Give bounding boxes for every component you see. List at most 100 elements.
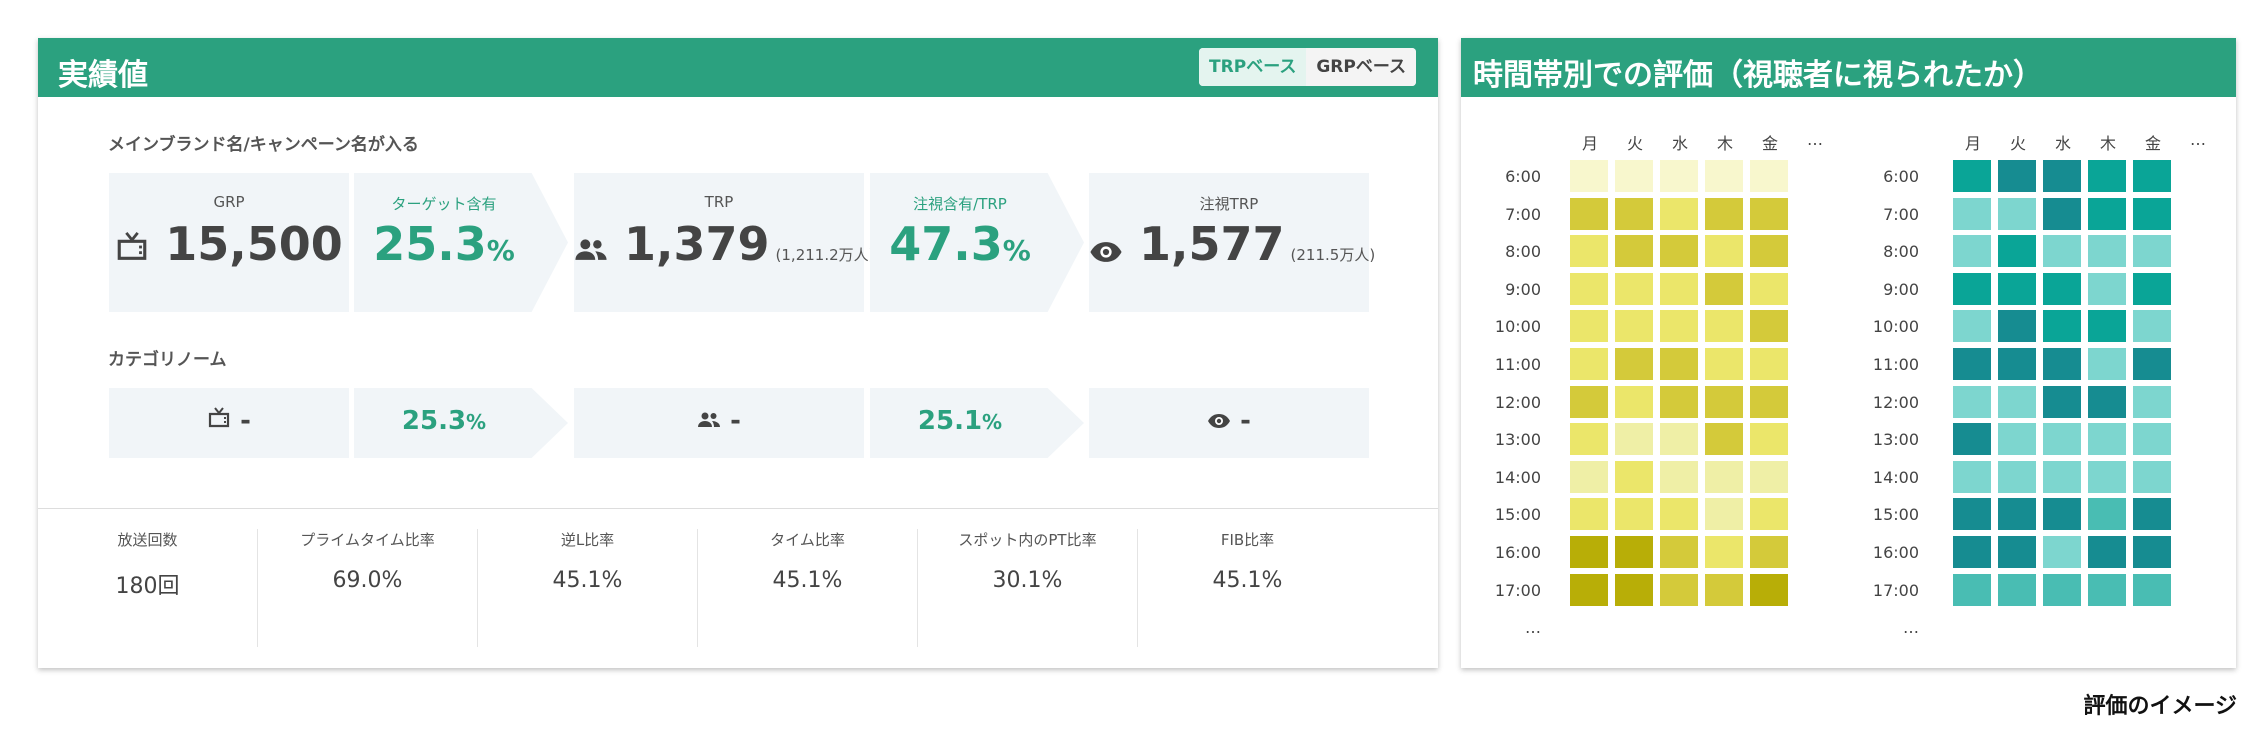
heatmap-cell	[1998, 310, 2036, 343]
stat-value: 180回	[115, 574, 180, 599]
heatmap-cell	[1750, 423, 1788, 456]
stat-label: 逆L比率	[560, 531, 615, 549]
heatmap-cell	[2133, 460, 2171, 493]
stat-label: タイム比率	[770, 531, 845, 549]
heatmap-cell	[1615, 460, 1653, 493]
watch-ratio-value: 47.3	[889, 217, 1003, 271]
heatmap-cell	[2088, 460, 2126, 493]
stat-broadcast-count: 放送回数 180回	[38, 529, 258, 647]
heatmap-cell	[1750, 460, 1788, 493]
heatmap-cell	[1705, 348, 1743, 380]
watch-trp-label: 注視TRP	[1199, 195, 1259, 213]
heatmap-cell	[2133, 272, 2171, 305]
time-label: 10:00	[1494, 317, 1541, 337]
time-label: 16:00	[1872, 543, 1919, 562]
performance-panel: 実績値 TRPベース GRPベース メインブランド名/キャンペーン名が入る GR…	[38, 38, 1438, 668]
heatmap-cell	[1615, 235, 1653, 268]
heatmap-cell	[1998, 536, 2036, 568]
heatmap-cell	[2088, 310, 2126, 343]
heatmap-cell	[1750, 348, 1788, 380]
watch-trp-sub: (211.5万人)	[1290, 246, 1376, 264]
time-label: 8:00	[1883, 242, 1919, 262]
heatmap-cell	[2133, 498, 2171, 531]
heatmap-cell	[1953, 235, 1991, 268]
norm-watch-ratio-unit: %	[982, 410, 1003, 434]
heatmap-cell	[2043, 460, 2081, 493]
heatmap-cell	[2133, 423, 2171, 456]
heatmap-cell	[1615, 423, 1653, 456]
time-label: 16:00	[1494, 543, 1541, 562]
day-header: 木	[2100, 134, 2117, 153]
heatmap-cell	[2088, 197, 2126, 230]
trp-value: 1,379	[624, 217, 770, 271]
heatmap-cell	[1615, 348, 1653, 380]
heatmap-cell	[2043, 385, 2081, 418]
time-label: 7:00	[1883, 204, 1919, 224]
heatmap-cell	[1705, 385, 1743, 418]
heatmap-cell	[2043, 423, 2081, 456]
target-ratio-label: ターゲット含有	[391, 195, 497, 213]
heatmap-cell	[1615, 160, 1653, 192]
trp-base-button[interactable]: TRPベース	[1199, 48, 1307, 86]
trp-sub: (1,211.2万人)	[775, 246, 875, 264]
time-label: 7:00	[1505, 204, 1541, 224]
day-header: 木	[1717, 134, 1734, 153]
stat-value: 45.1%	[552, 568, 623, 593]
heatmap-cell	[1705, 498, 1743, 531]
heatmap-cell	[1750, 235, 1788, 268]
heatmap-cell	[1705, 197, 1743, 230]
heatmap-cell	[2043, 197, 2081, 230]
norm-target-ratio-value: 25.3	[401, 406, 467, 436]
heatmap-cell	[2088, 573, 2126, 606]
heatmap-cell	[1570, 536, 1608, 568]
stat-spot-pt-ratio: スポット内のPT比率 30.1%	[918, 529, 1138, 647]
time-label: 9:00	[1505, 279, 1541, 299]
heatmap-cell	[2133, 348, 2171, 380]
day-header: 月	[1965, 134, 1982, 153]
heatmap-cell	[1750, 310, 1788, 343]
tv-icon	[115, 221, 149, 275]
heatmap-cell	[2088, 160, 2126, 192]
day-header: …	[2190, 130, 2206, 149]
stat-label: FIB比率	[1220, 531, 1275, 549]
heatmap-cell	[1615, 310, 1653, 343]
heatmap-cell	[2043, 573, 2081, 606]
stat-label: スポット内のPT比率	[958, 531, 1097, 549]
heatmap-cell	[1953, 197, 1991, 230]
time-label: 6:00	[1505, 167, 1541, 186]
heatmap-cell	[2043, 310, 2081, 343]
watch-ratio-label: 注視含有/TRP	[913, 195, 1007, 213]
heatmap-cell	[1953, 160, 1991, 192]
grp-base-button[interactable]: GRPベース	[1306, 48, 1416, 86]
heatmap-cell	[1570, 310, 1608, 343]
heatmap-cell	[1660, 197, 1698, 230]
heatmap-cell	[2133, 310, 2171, 343]
evaluation-title: 時間帯別での評価（視聴者に視られたか）	[1473, 58, 2043, 93]
heatmap-cell	[1570, 423, 1608, 456]
time-label: 9:00	[1883, 279, 1919, 299]
performance-header: 実績値 TRPベース GRPベース	[38, 38, 1438, 97]
norm-trp-card: -	[574, 388, 864, 458]
heatmap-cell	[2133, 160, 2171, 192]
heatmap-cell	[2133, 235, 2171, 268]
heatmap-cell	[1705, 460, 1743, 493]
evaluation-header: 時間帯別での評価（視聴者に視られたか）	[1461, 38, 2236, 97]
heatmap-cell	[1998, 498, 2036, 531]
stat-prime-time-ratio: プライムタイム比率 69.0%	[258, 529, 478, 647]
heatmap-cell	[1615, 573, 1653, 606]
day-header: 月	[1582, 134, 1599, 153]
day-header: 水	[2055, 134, 2072, 153]
stat-reverse-l-ratio: 逆L比率 45.1%	[478, 529, 698, 647]
heatmap-cell	[1660, 348, 1698, 380]
heatmap-cell	[1570, 160, 1608, 192]
target-ratio-unit: %	[486, 234, 515, 267]
watch-trp-value: 1,577	[1139, 217, 1285, 271]
heatmap-cell	[1953, 272, 1991, 305]
heatmap-cell	[2043, 160, 2081, 192]
norm-grp-value: -	[240, 406, 251, 436]
heatmap-cell	[1998, 235, 2036, 268]
brand-label: メインブランド名/キャンペーン名が入る	[108, 135, 419, 155]
heatmap-cell	[1570, 385, 1608, 418]
eye-icon	[1089, 221, 1123, 275]
heatmap-cell	[1660, 498, 1698, 531]
